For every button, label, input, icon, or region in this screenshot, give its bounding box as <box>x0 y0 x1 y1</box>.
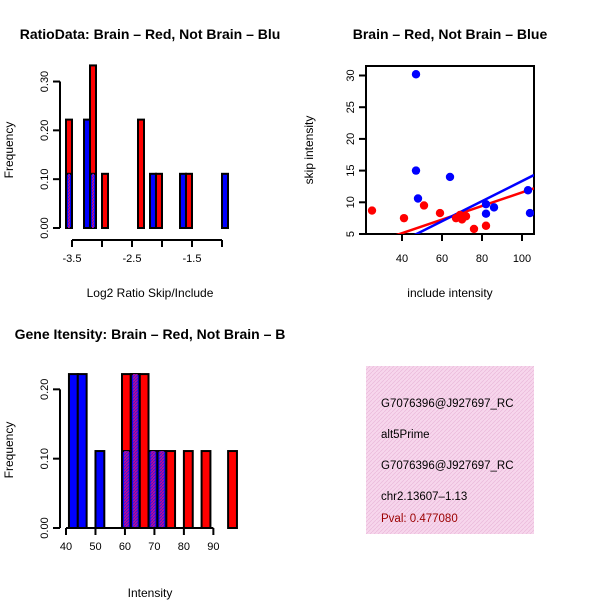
y-tick-label: 0.00 <box>39 517 51 538</box>
y-tick-label: 0.20 <box>39 379 51 400</box>
scatter-point-notbrain <box>413 194 423 203</box>
hist-bar-notbrain-4 <box>179 172 187 229</box>
x-tick-label: -3.5 <box>63 253 82 265</box>
x-tick-label: 40 <box>60 541 72 553</box>
intensity-histogram-panel: Gene Itensity: Brain – Red, Not Brain – … <box>2 326 285 600</box>
hist-bar-notbrain-2 <box>94 450 106 530</box>
x-tick-label: 80 <box>178 541 190 553</box>
scatter-point-notbrain <box>523 186 533 195</box>
y-tick-label: 25 <box>345 101 357 113</box>
scatter-point-brain <box>481 221 491 230</box>
hist-bar-notbrain-5 <box>221 172 229 229</box>
y-tick-label: 0.10 <box>39 448 51 469</box>
info-id-line-1: G7076396@J927697_RC <box>381 398 514 410</box>
y-tick-label: 20 <box>345 133 357 145</box>
hist-bar-brain-8 <box>227 450 238 530</box>
info-panel: G7076396@J927697_RC alt5Prime G7076396@J… <box>366 366 534 534</box>
scatter-xlabel: include intensity <box>407 286 492 300</box>
hist-overlap-4 <box>132 374 138 528</box>
x-tick-label: -1.5 <box>183 253 202 265</box>
hist-overlap-0 <box>68 173 70 228</box>
scatter-point-brain <box>419 201 429 210</box>
scatter-marks <box>367 70 534 234</box>
scatter-point-notbrain <box>525 208 534 218</box>
y-tick-label: 0.20 <box>39 120 51 141</box>
info-id-line-2: G7076396@J927697_RC <box>381 460 514 472</box>
scatter-point-notbrain <box>411 70 421 79</box>
x-tick-label: 50 <box>89 541 101 553</box>
x-tick-label: 100 <box>513 253 531 265</box>
scatter-point-brain <box>469 224 479 234</box>
fit-line-blue <box>413 173 534 234</box>
scatter-point-notbrain <box>411 166 421 175</box>
scatter-panel: Brain – Red, Not Brain – Blue 40 60 80 100 5… <box>302 26 547 300</box>
y-tick-label: 10 <box>345 196 357 208</box>
x-tick-label: 40 <box>396 253 408 265</box>
scatter-box <box>365 65 535 235</box>
hist-overlap-5 <box>150 451 156 528</box>
hist-bar-brain-6 <box>182 450 194 530</box>
hist-bar-brain-5 <box>165 450 177 530</box>
hist-bar-brain-3 <box>137 118 145 229</box>
ratio-hist-bars <box>65 64 229 229</box>
scatter-point-notbrain <box>481 200 491 209</box>
scatter-point-brain <box>461 212 471 221</box>
y-tick-label: 0.10 <box>39 168 51 189</box>
hist-bar-brain-7 <box>200 450 212 530</box>
x-tick-label: 70 <box>148 541 160 553</box>
hist-bar-brain-2 <box>101 172 109 229</box>
intensity-hist-ylabel: Frequency <box>2 422 16 479</box>
scatter-title: Brain – Red, Not Brain – Blue <box>353 26 548 42</box>
x-tick-label: 80 <box>476 253 488 265</box>
ratio-histogram-panel: RatioData: Brain – Red, Not Brain – Blu … <box>2 26 280 300</box>
x-tick-label: 60 <box>436 253 448 265</box>
ratio-hist-title: RatioData: Brain – Red, Not Brain – Blu <box>20 26 281 42</box>
ratio-hist-ylabel: Frequency <box>2 122 16 179</box>
scatter-point-brain <box>367 206 377 215</box>
hist-bar-brain-2 <box>138 373 150 529</box>
intensity-hist-axes: 40 50 60 70 80 90 0.00 0.10 0.20 <box>39 379 219 553</box>
x-tick-label: 60 <box>119 541 131 553</box>
scatter-point-notbrain <box>489 203 499 212</box>
hist-overlap-6 <box>159 451 165 528</box>
hist-overlap-2 <box>92 173 94 228</box>
scatter-point-notbrain <box>481 209 491 218</box>
hist-bar-notbrain-1 <box>76 373 88 529</box>
scatter-point-brain <box>399 213 409 223</box>
scatter-ylabel: skip intensity <box>302 116 316 185</box>
intensity-hist-bars <box>67 373 238 530</box>
x-tick-label: 90 <box>207 541 219 553</box>
y-tick-label: 0.30 <box>39 71 51 92</box>
scatter-point-notbrain <box>445 172 455 182</box>
hist-overlap-3 <box>124 451 129 528</box>
ratio-hist-axes: -3.5 -2.5 -1.5 0.00 0.10 0.20 0.30 <box>39 71 223 265</box>
scatter-point-brain <box>435 208 445 218</box>
fit-lines <box>395 173 534 234</box>
intensity-hist-title: Gene Itensity: Brain – Red, Not Brain – … <box>15 326 286 342</box>
intensity-hist-xlabel: Intensity <box>128 586 173 600</box>
hist-bar-notbrain-0 <box>67 373 79 529</box>
info-event-type: alt5Prime <box>381 429 430 441</box>
x-tick-label: -2.5 <box>123 253 142 265</box>
scatter-axes: 40 60 80 100 5 10 15 20 25 30 <box>345 69 531 265</box>
y-tick-label: 5 <box>345 231 357 237</box>
hist-bar-notbrain-3 <box>149 172 157 229</box>
info-location: chr2.13607–1.13 <box>381 491 467 503</box>
ratio-hist-xlabel: Log2 Ratio Skip/Include <box>87 286 214 300</box>
info-pval: Pval: 0.477080 <box>381 513 458 525</box>
y-tick-label: 15 <box>345 164 357 176</box>
y-tick-label: 30 <box>345 69 357 81</box>
y-tick-label: 0.00 <box>39 217 51 238</box>
info-background <box>366 366 534 534</box>
